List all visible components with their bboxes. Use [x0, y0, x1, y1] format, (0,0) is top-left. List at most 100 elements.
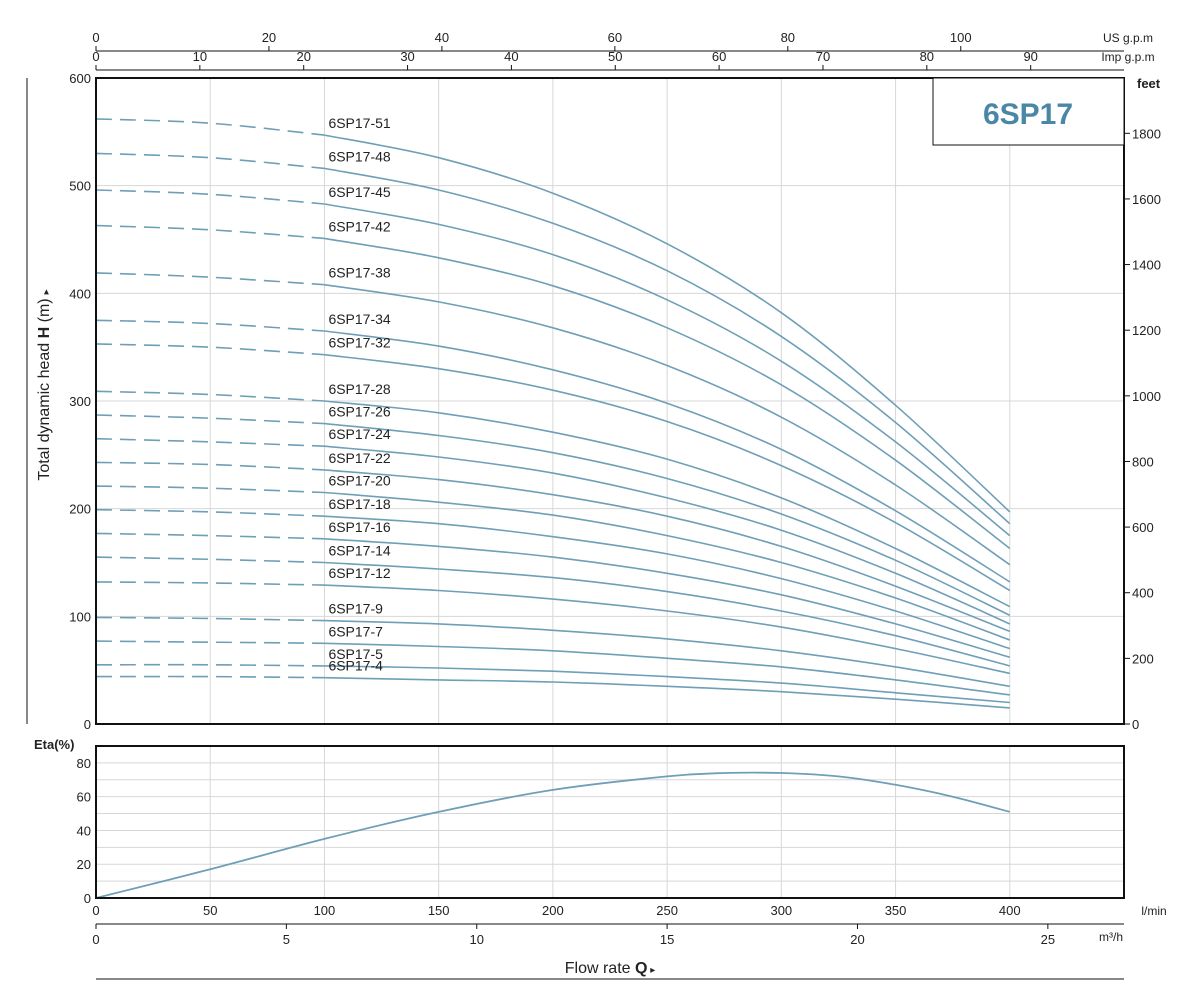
head-curve — [324, 283, 1011, 566]
head-curve — [324, 400, 1011, 608]
m3h-tick-label: 10 — [470, 932, 484, 947]
curve-label: 6SP17-28 — [328, 381, 390, 397]
lmin-tick-label: 400 — [999, 903, 1021, 918]
curve-label: 6SP17-48 — [328, 148, 390, 164]
lmin-tick-label: 200 — [542, 903, 564, 918]
curve-label: 6SP17-9 — [328, 601, 383, 617]
head-curve-dashed — [95, 319, 325, 332]
head-curve — [324, 237, 1011, 550]
top-axis-unit-label: US g.p.m — [1103, 31, 1153, 45]
curve-label: 6SP17-12 — [328, 565, 390, 581]
feet-tick-label: 1400 — [1132, 258, 1161, 273]
head-curve — [324, 515, 1011, 650]
grid — [96, 78, 1124, 898]
head-axis-label-text: Total dynamic head — [36, 338, 53, 480]
head-curve-dashed — [95, 272, 325, 286]
curve-label: 6SP17-45 — [328, 184, 390, 200]
eta-plot-frame — [95, 745, 1125, 899]
eta-tick-label: 60 — [77, 790, 91, 805]
head-curve — [324, 619, 1010, 688]
eta-axis-label: Eta(%) — [34, 737, 74, 752]
m3h-tick-label: 20 — [850, 932, 864, 947]
head-curve — [324, 167, 1011, 525]
head-curve-dashed — [95, 640, 325, 645]
top-axis-tick-label: 90 — [1023, 49, 1037, 64]
head-curve — [324, 469, 1011, 633]
feet-tick-label: 1800 — [1132, 126, 1161, 141]
top-axis-tick-label: 40 — [504, 49, 518, 64]
curve-label: 6SP17-18 — [328, 496, 390, 512]
head-curve — [324, 445, 1011, 625]
curve-label: 6SP17-20 — [328, 473, 390, 489]
curve-label: 6SP17-7 — [328, 623, 383, 639]
top-axis-tick-label: 80 — [781, 30, 795, 45]
head-curve — [324, 491, 1011, 641]
feet-axis-label: feet — [1137, 76, 1161, 91]
lmin-tick-label: 150 — [428, 903, 450, 918]
feet-tick-label: 600 — [1132, 520, 1154, 535]
top-axis-tick-label: 0 — [92, 49, 99, 64]
top-axis-unit-label: Imp g.p.m — [1101, 50, 1154, 64]
curve-label: 6SP17-26 — [328, 404, 390, 420]
m3h-tick-label: 15 — [660, 932, 674, 947]
lmin-tick-label: 350 — [885, 903, 907, 918]
head-curve-dashed — [95, 616, 325, 622]
lmin-tick-label: 50 — [203, 903, 217, 918]
top-axis-tick-label: 60 — [608, 30, 622, 45]
head-curve-dashed — [95, 118, 325, 136]
curve-label: 6SP17-24 — [328, 426, 390, 442]
head-curve — [324, 642, 1010, 696]
svg-text:Total dynamic head H (m)▸: Total dynamic head H (m) ▸ — [36, 289, 53, 480]
head-curve — [324, 538, 1011, 658]
m3h-tick-label: 25 — [1041, 932, 1055, 947]
model-title: 6SP17 — [983, 98, 1073, 131]
curve-label: 6SP17-32 — [328, 335, 390, 351]
eta-tick-label: 20 — [77, 857, 91, 872]
head-curve — [324, 134, 1011, 513]
head-curve-dashed — [95, 485, 325, 494]
curves — [95, 118, 1011, 899]
curve-label: 6SP17-5 — [328, 646, 383, 662]
curve-labels: 6SP17-51 6SP17-48 6SP17-45 6SP17-42 6SP17-38… — [328, 115, 390, 674]
top-axis-tick-label: 80 — [920, 49, 934, 64]
head-curve — [324, 561, 1011, 667]
head-tick-label: 200 — [69, 502, 91, 517]
head-curve-dashed — [95, 508, 325, 517]
head-curve-dashed — [95, 663, 325, 667]
head-plot-frame — [95, 77, 1125, 725]
head-curve-dashed — [95, 437, 325, 447]
flow-rate-label: Flow rate Q ▸ — [565, 960, 656, 977]
top-axis-tick-label: 50 — [608, 49, 622, 64]
flow-rate-arrow: ▸ — [647, 965, 655, 976]
head-curve — [324, 676, 1010, 709]
head-curve — [324, 584, 1010, 675]
head-curve-dashed — [95, 189, 325, 205]
top-axis-tick-label: 40 — [435, 30, 449, 45]
head-axis-label-symbol: H — [36, 327, 53, 339]
head-curve-dashed — [95, 343, 325, 356]
top-axis-tick-label: 30 — [400, 49, 414, 64]
model-title-box — [932, 77, 1125, 146]
curve-label: 6SP17-38 — [328, 265, 390, 281]
head-axis-label-unit: (m) — [36, 298, 53, 326]
head-curve — [324, 353, 1011, 592]
top-axis-tick-label: 10 — [193, 49, 207, 64]
head-curve-dashed — [95, 461, 325, 471]
lmin-tick-label: 300 — [770, 903, 792, 918]
curve-label: 6SP17-34 — [328, 311, 390, 327]
head-tick-label: 0 — [84, 717, 91, 732]
head-tick-label: 500 — [69, 179, 91, 194]
axes: 0100200300400500600020040060080010001200… — [69, 30, 1166, 947]
head-curve-dashed — [95, 224, 325, 240]
m3h-tick-label: 0 — [92, 932, 99, 947]
top-axis-tick-label: 100 — [950, 30, 972, 45]
feet-tick-label: 200 — [1132, 651, 1154, 666]
lmin-tick-label: 250 — [656, 903, 678, 918]
head-tick-label: 300 — [69, 394, 91, 409]
m3h-tick-label: 5 — [283, 932, 290, 947]
head-curve — [324, 330, 1011, 583]
feet-tick-label: 400 — [1132, 586, 1154, 601]
head-curve — [324, 665, 1010, 704]
eta-tick-label: 40 — [77, 823, 91, 838]
